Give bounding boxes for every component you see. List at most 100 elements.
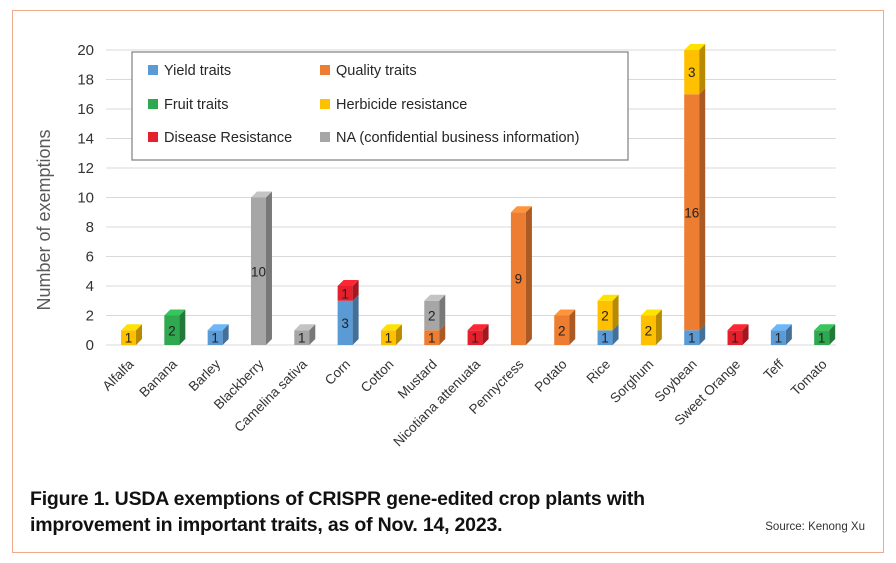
bar-side <box>352 280 359 301</box>
bar-segment-sorghum-herbicide-resistance <box>640 309 662 345</box>
bar-segment-blackberry-na-confidential-business-information <box>250 191 272 345</box>
bar-top <box>424 294 446 301</box>
legend-label: Disease Resistance <box>164 130 292 146</box>
bar-segment-cotton-herbicide-resistance <box>380 324 402 345</box>
bar-front <box>814 330 830 345</box>
bar-front <box>337 300 353 345</box>
bar-segment-rice-yield-traits <box>597 324 619 345</box>
data-label-rice: 1 <box>601 331 609 346</box>
bar-front <box>597 300 613 331</box>
x-tick-label-cotton: Cotton <box>358 357 397 396</box>
bar-side <box>699 44 706 95</box>
legend-label: Quality traits <box>336 63 417 79</box>
bars <box>121 44 836 345</box>
y-tick-label: 0 <box>86 337 94 354</box>
bar-side <box>439 324 446 345</box>
bar-side <box>136 324 142 345</box>
bar-top <box>640 309 662 316</box>
bar-front <box>727 330 743 345</box>
legend-item-na-confidential-business-information: NA (confidential business information) <box>320 130 579 146</box>
legend: Yield traits Quality traits Fruit traits He… <box>131 51 629 161</box>
bar-front <box>250 197 266 345</box>
y-tick-label: 4 <box>86 278 94 295</box>
data-label-corn: 1 <box>341 286 349 301</box>
bar-segment-alfalfa-herbicide-resistance <box>121 324 142 345</box>
bar-top <box>770 324 792 331</box>
data-label-soybean: 3 <box>688 65 696 80</box>
y-tick-label: 8 <box>86 219 94 236</box>
x-tick-label-alfalfa: Alfalfa <box>99 356 136 393</box>
data-label-sorghum: 2 <box>645 323 653 338</box>
bar-side <box>395 324 402 345</box>
bar-front <box>770 330 786 345</box>
bar-top <box>294 324 316 331</box>
legend-swatch <box>148 99 158 109</box>
data-label-alfalfa: 1 <box>125 331 133 346</box>
bar-segment-rice-herbicide-resistance <box>597 294 619 331</box>
bar-segment-sweet-orange-disease-resistance <box>727 324 749 345</box>
data-label-cotton: 1 <box>385 331 393 346</box>
legend-swatch <box>148 132 158 142</box>
bar-top <box>121 324 142 331</box>
bar-front <box>684 50 700 95</box>
bar-side <box>482 324 489 345</box>
legend-item-herbicide-resistance: Herbicide resistance <box>320 97 467 113</box>
bar-segment-corn-yield-traits <box>337 294 359 345</box>
data-label-corn: 3 <box>341 316 349 331</box>
bar-top <box>250 191 272 198</box>
legend-label: Yield traits <box>164 63 231 79</box>
bar-top <box>727 324 749 331</box>
bar-side <box>179 309 186 345</box>
x-tick-label-rice: Rice <box>583 357 613 387</box>
legend-item-disease-resistance: Disease Resistance <box>148 130 292 146</box>
legend-item-quality-traits: Quality traits <box>320 63 417 79</box>
legend-label: Herbicide resistance <box>336 97 467 113</box>
bar-side <box>742 324 749 345</box>
bar-top <box>554 309 576 316</box>
bar-segment-barley-yield-traits <box>207 324 229 345</box>
x-tick-label-corn: Corn <box>322 357 353 388</box>
source-credit: Source: Kenong Xu <box>765 521 865 533</box>
x-tick-label-potato: Potato <box>532 357 570 395</box>
bar-front <box>207 330 223 345</box>
y-tick-label: 14 <box>77 131 94 148</box>
bar-side <box>829 324 836 345</box>
y-axis-label: Number of exemptions <box>34 129 54 310</box>
data-label-mustard: 2 <box>428 309 436 324</box>
bar-segment-tomato-fruit-traits <box>814 324 836 345</box>
data-label-mustard: 1 <box>428 331 436 346</box>
bar-front <box>337 286 353 301</box>
bar-front <box>294 330 310 345</box>
y-tick-label: 16 <box>77 101 94 118</box>
bar-segment-camelina-sativa-na-confidential-business-information <box>294 324 316 345</box>
legend-item-fruit-traits: Fruit traits <box>148 97 228 113</box>
bar-side <box>612 324 619 345</box>
x-tick-label-teff: Teff <box>761 356 787 382</box>
y-axis: 0 2 4 6 8 10 12 14 16 18 20 <box>77 42 94 354</box>
bar-side <box>309 324 316 345</box>
bar-top <box>164 309 186 316</box>
data-label-nicotiana-attenuata: 1 <box>471 331 479 346</box>
bar-front <box>380 330 396 345</box>
data-label-tomato: 1 <box>818 331 826 346</box>
data-label-rice: 2 <box>601 309 609 324</box>
data-label-sweet-orange: 1 <box>731 331 739 346</box>
bar-segment-corn-disease-resistance <box>337 280 359 301</box>
bar-front <box>640 315 656 345</box>
bar-segment-soybean-quality-traits <box>684 88 706 331</box>
legend-label: Fruit traits <box>164 97 228 113</box>
bar-top <box>814 324 836 331</box>
data-label-barley: 1 <box>211 331 219 346</box>
data-label-teff: 1 <box>775 331 783 346</box>
bar-segment-soybean-herbicide-resistance <box>684 44 706 95</box>
x-tick-label-tomato: Tomato <box>788 357 830 399</box>
legend-swatch <box>148 65 158 75</box>
bar-segment-potato-quality-traits <box>554 309 576 345</box>
y-tick-label: 6 <box>86 249 94 266</box>
data-label-soybean: 16 <box>684 205 699 220</box>
legend-swatch <box>320 132 330 142</box>
bar-side <box>699 324 706 345</box>
y-tick-label: 20 <box>77 42 94 59</box>
